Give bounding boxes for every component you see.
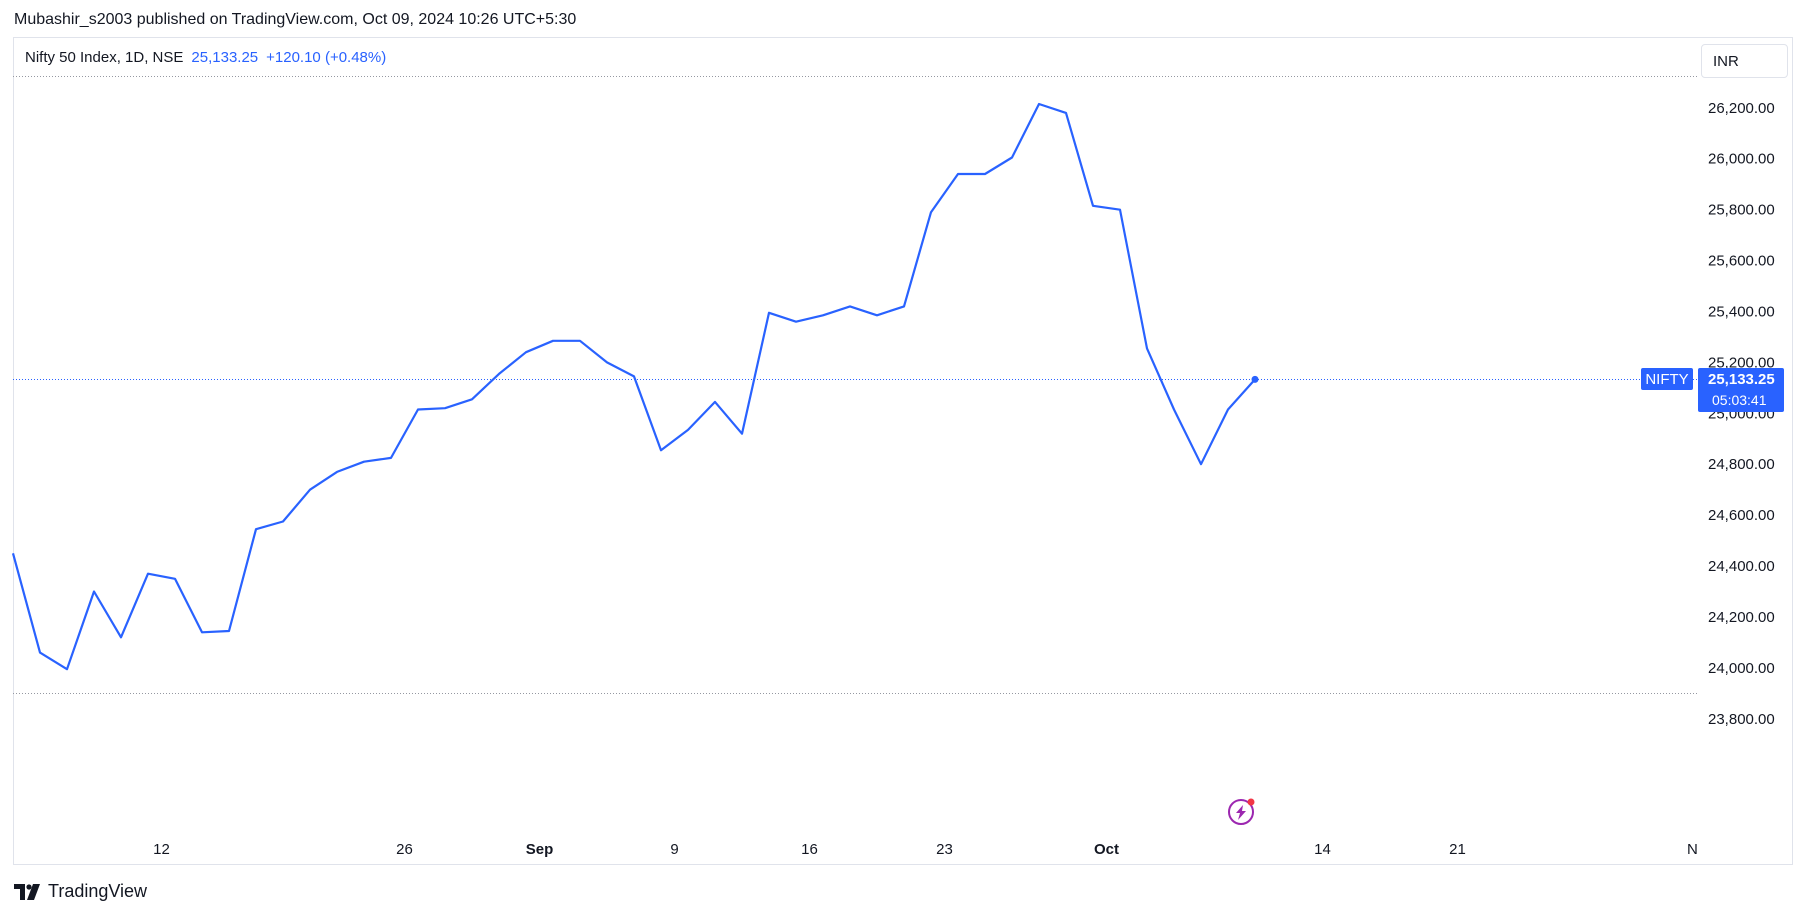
- dotted-levels: [13, 76, 1697, 694]
- legend-price: 25,133.25: [191, 49, 259, 66]
- x-tick-label: 9: [670, 841, 678, 858]
- y-tick-label: 26,200.00: [1708, 100, 1775, 117]
- x-tick-label: 23: [936, 841, 953, 858]
- legend-symbol: Nifty 50 Index, 1D, NSE: [25, 49, 184, 66]
- symbol-label: NIFTY: [1645, 371, 1688, 388]
- x-tick-label: 16: [801, 841, 818, 858]
- legend-change: +120.10 (+0.48%): [266, 49, 387, 66]
- y-tick-label: 25,600.00: [1708, 253, 1775, 270]
- x-tick-label: 14: [1314, 841, 1331, 858]
- tradingview-logo-icon: [14, 883, 40, 900]
- y-tick-label: 25,800.00: [1708, 202, 1775, 219]
- lightning-bolt-icon[interactable]: [1228, 798, 1255, 825]
- x-tick-label: Sep: [526, 841, 554, 858]
- time-axis[interactable]: 12 26 Sep 9 16 23 Oct 14 21 N: [153, 841, 1698, 858]
- nifty-price-line: [11, 102, 1256, 671]
- tradingview-brand[interactable]: TradingView: [14, 881, 147, 902]
- published-caption: Mubashir_s2003 published on TradingView.…: [14, 11, 577, 28]
- x-tick-label: 21: [1449, 841, 1466, 858]
- y-tick-label: 25,400.00: [1708, 304, 1775, 321]
- series-layer: [11, 102, 1259, 671]
- countdown-label: 05:03:41: [1712, 392, 1767, 408]
- y-tick-label: 24,800.00: [1708, 456, 1775, 473]
- brand-name: TradingView: [48, 881, 148, 901]
- price-label-bg: [1698, 368, 1784, 412]
- currency-button[interactable]: INR: [1701, 44, 1788, 78]
- y-tick-label: 25,200.00: [1708, 354, 1775, 371]
- y-tick-label: 23,800.00: [1708, 711, 1775, 728]
- y-tick-label: 24,200.00: [1708, 609, 1775, 626]
- price-axis[interactable]: 26,200.00 26,000.00 25,800.00 25,600.00 25,4…: [1708, 100, 1775, 728]
- last-price-labels: NIFTY 25,133.25 05:03:41: [1641, 368, 1784, 412]
- y-tick-label: 24,600.00: [1708, 507, 1775, 524]
- x-tick-label: Oct: [1094, 841, 1119, 858]
- chart-frame: [13, 37, 1793, 865]
- y-tick-label: 24,400.00: [1708, 558, 1775, 575]
- x-tick-label: 26: [396, 841, 413, 858]
- chart-legend[interactable]: Nifty 50 Index, 1D, NSE 25,133.25 +120.1…: [25, 49, 386, 66]
- symbol-label-bg: [1641, 368, 1693, 390]
- x-tick-label: N: [1687, 841, 1698, 858]
- last-price-label: 25,133.25: [1708, 371, 1775, 388]
- x-tick-label: 12: [153, 841, 170, 858]
- last-point-marker: [1251, 375, 1259, 383]
- y-tick-label: 26,000.00: [1708, 151, 1775, 168]
- y-tick-label: 24,000.00: [1708, 660, 1775, 677]
